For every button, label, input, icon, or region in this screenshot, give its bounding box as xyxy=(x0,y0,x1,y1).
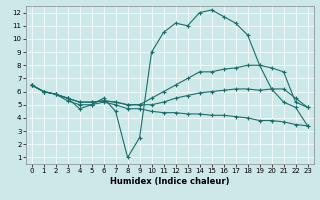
X-axis label: Humidex (Indice chaleur): Humidex (Indice chaleur) xyxy=(110,177,229,186)
